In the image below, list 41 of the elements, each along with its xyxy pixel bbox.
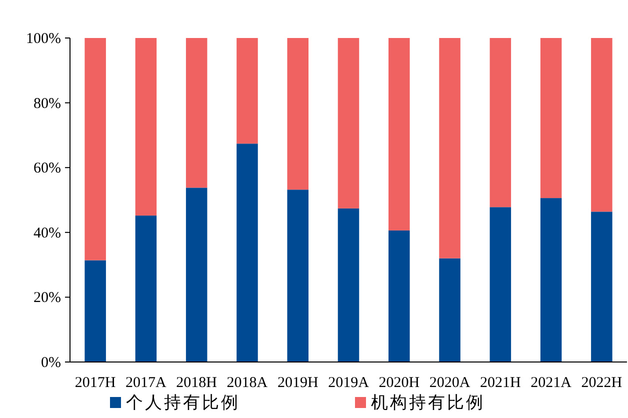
x-tick-label: 2017A [126,375,167,391]
bar [490,38,512,208]
bar [388,230,410,362]
y-tick-label: 80% [34,96,61,112]
x-tick-label: 2017H [74,375,116,391]
y-tick-label: 20% [34,290,61,306]
bar [591,38,612,212]
bar [439,258,460,362]
x-tick-label: 2019A [328,375,370,391]
x-tick-label: 2020H [378,375,420,391]
bar [439,38,460,258]
bar [186,188,208,362]
bar [540,198,562,362]
x-tick-label: 2022H [581,375,622,391]
x-tick-label: 2020A [429,375,470,391]
bar [84,260,106,362]
x-tick-label: 2018A [226,375,268,391]
x-tick-label: 2018H [176,375,218,391]
bar [287,38,308,190]
bar [135,216,157,362]
bar [388,38,410,230]
bar [135,38,157,216]
bar [338,208,360,362]
x-tick-label: 2019H [277,375,318,391]
bar [591,212,612,362]
bar [338,38,360,208]
bar [236,38,258,144]
bar [287,190,308,362]
legend-label: 机构持有比例 [371,393,485,412]
bar [490,207,512,362]
y-tick-label: 40% [34,225,61,242]
x-tick-label: 2021H [480,375,521,391]
bar [186,38,208,188]
bar [84,38,106,260]
y-tick-label: 100% [26,31,61,47]
bar [540,38,562,198]
x-tick-label: 2021A [530,375,572,391]
y-tick-label: 60% [34,160,61,177]
y-tick-label: 0% [41,355,61,371]
legend-label: 个人持有比例 [126,393,240,412]
bar [236,144,258,362]
